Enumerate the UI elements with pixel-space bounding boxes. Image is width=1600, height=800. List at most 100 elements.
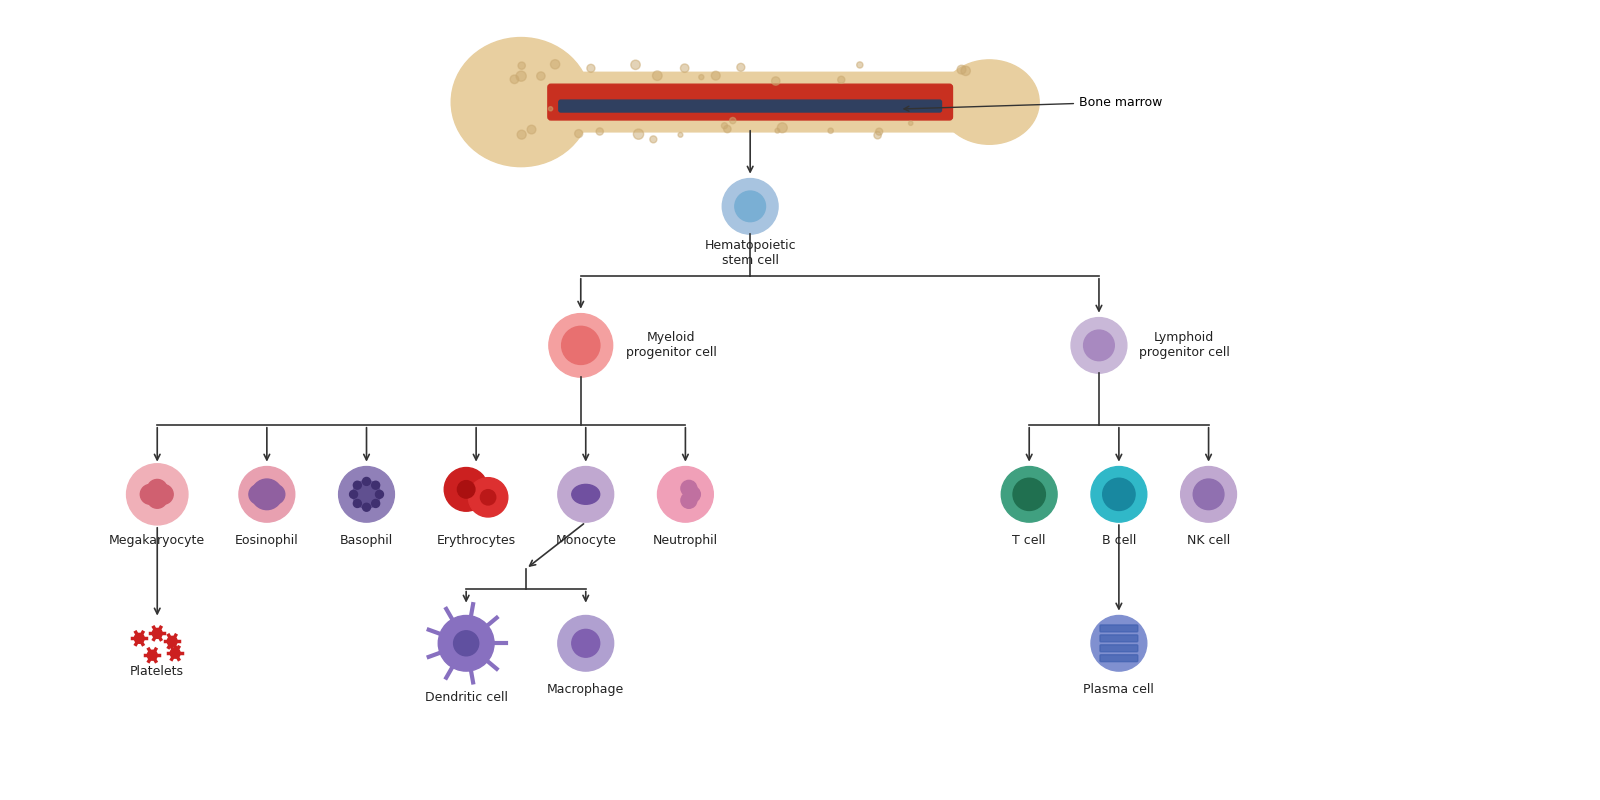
Circle shape [134, 634, 144, 643]
Circle shape [550, 60, 560, 69]
Text: NK cell: NK cell [1187, 534, 1230, 547]
Circle shape [536, 72, 546, 80]
Circle shape [722, 178, 778, 234]
Text: Plasma cell: Plasma cell [1083, 683, 1154, 696]
Circle shape [1002, 466, 1058, 522]
Text: Monocyte: Monocyte [555, 534, 616, 547]
Circle shape [838, 76, 845, 83]
Circle shape [909, 121, 914, 126]
Circle shape [168, 636, 178, 646]
Text: Platelets: Platelets [130, 665, 184, 678]
Circle shape [574, 130, 582, 138]
FancyBboxPatch shape [1099, 625, 1138, 632]
Circle shape [558, 466, 614, 522]
Circle shape [152, 629, 162, 638]
Circle shape [549, 106, 552, 111]
Circle shape [1091, 466, 1147, 522]
Circle shape [238, 466, 294, 522]
Circle shape [730, 118, 736, 124]
Circle shape [371, 482, 379, 489]
FancyBboxPatch shape [558, 100, 941, 112]
Text: Macrophage: Macrophage [547, 683, 624, 696]
FancyBboxPatch shape [1099, 635, 1138, 642]
Circle shape [634, 129, 643, 139]
Circle shape [630, 60, 640, 70]
Circle shape [170, 648, 181, 658]
Text: Lymphoid
progenitor cell: Lymphoid progenitor cell [1139, 331, 1230, 359]
Circle shape [354, 482, 362, 489]
Circle shape [154, 485, 173, 504]
Circle shape [517, 130, 526, 139]
Circle shape [1102, 478, 1134, 510]
Circle shape [778, 122, 787, 133]
Circle shape [962, 66, 970, 75]
Circle shape [682, 480, 698, 496]
Circle shape [723, 126, 731, 133]
Text: Bone marrow: Bone marrow [904, 95, 1163, 111]
FancyBboxPatch shape [1099, 645, 1138, 652]
Ellipse shape [571, 485, 600, 504]
Circle shape [597, 128, 603, 135]
Circle shape [685, 486, 701, 502]
Circle shape [734, 191, 765, 222]
Text: Neutrophil: Neutrophil [653, 534, 718, 547]
Circle shape [680, 64, 690, 73]
Circle shape [875, 128, 883, 135]
Circle shape [349, 490, 357, 498]
FancyBboxPatch shape [515, 72, 974, 132]
Text: T cell: T cell [1013, 534, 1046, 547]
Circle shape [682, 493, 698, 508]
Circle shape [562, 326, 600, 365]
Circle shape [376, 490, 384, 498]
Circle shape [1070, 318, 1126, 373]
Circle shape [445, 467, 488, 511]
Ellipse shape [939, 60, 1038, 144]
Circle shape [250, 485, 269, 504]
FancyBboxPatch shape [1099, 654, 1138, 662]
Text: Hematopoietic
stem cell: Hematopoietic stem cell [704, 239, 795, 267]
Circle shape [856, 62, 862, 68]
Circle shape [653, 71, 662, 81]
Circle shape [147, 650, 157, 660]
Circle shape [469, 478, 507, 517]
Circle shape [774, 128, 779, 133]
Circle shape [363, 503, 371, 511]
Text: Basophil: Basophil [339, 534, 394, 547]
Circle shape [251, 479, 282, 510]
Text: Eosinophil: Eosinophil [235, 534, 299, 547]
Circle shape [549, 314, 613, 377]
Text: Erythrocytes: Erythrocytes [437, 534, 515, 547]
Circle shape [438, 615, 494, 671]
Circle shape [526, 125, 536, 134]
Circle shape [722, 122, 728, 129]
Circle shape [558, 615, 614, 671]
Circle shape [827, 128, 834, 134]
Ellipse shape [451, 38, 590, 166]
Circle shape [1013, 478, 1045, 510]
Text: B cell: B cell [1102, 534, 1136, 547]
Circle shape [518, 62, 525, 70]
Circle shape [699, 74, 704, 80]
Circle shape [957, 66, 966, 74]
Text: Megakaryocyte: Megakaryocyte [109, 534, 205, 547]
Circle shape [371, 499, 379, 507]
Circle shape [266, 485, 285, 504]
Circle shape [141, 485, 160, 504]
Circle shape [571, 630, 600, 658]
Circle shape [650, 136, 658, 143]
Text: Myeloid
progenitor cell: Myeloid progenitor cell [626, 331, 717, 359]
Circle shape [1181, 466, 1237, 522]
Circle shape [363, 478, 371, 486]
Circle shape [678, 133, 683, 138]
Circle shape [354, 499, 362, 507]
Circle shape [658, 466, 714, 522]
Circle shape [1083, 330, 1114, 361]
Circle shape [147, 488, 168, 508]
Circle shape [587, 64, 595, 72]
Circle shape [510, 75, 518, 83]
Circle shape [352, 481, 381, 508]
Circle shape [126, 464, 187, 525]
Circle shape [339, 466, 395, 522]
Circle shape [874, 131, 882, 139]
FancyBboxPatch shape [547, 84, 952, 120]
